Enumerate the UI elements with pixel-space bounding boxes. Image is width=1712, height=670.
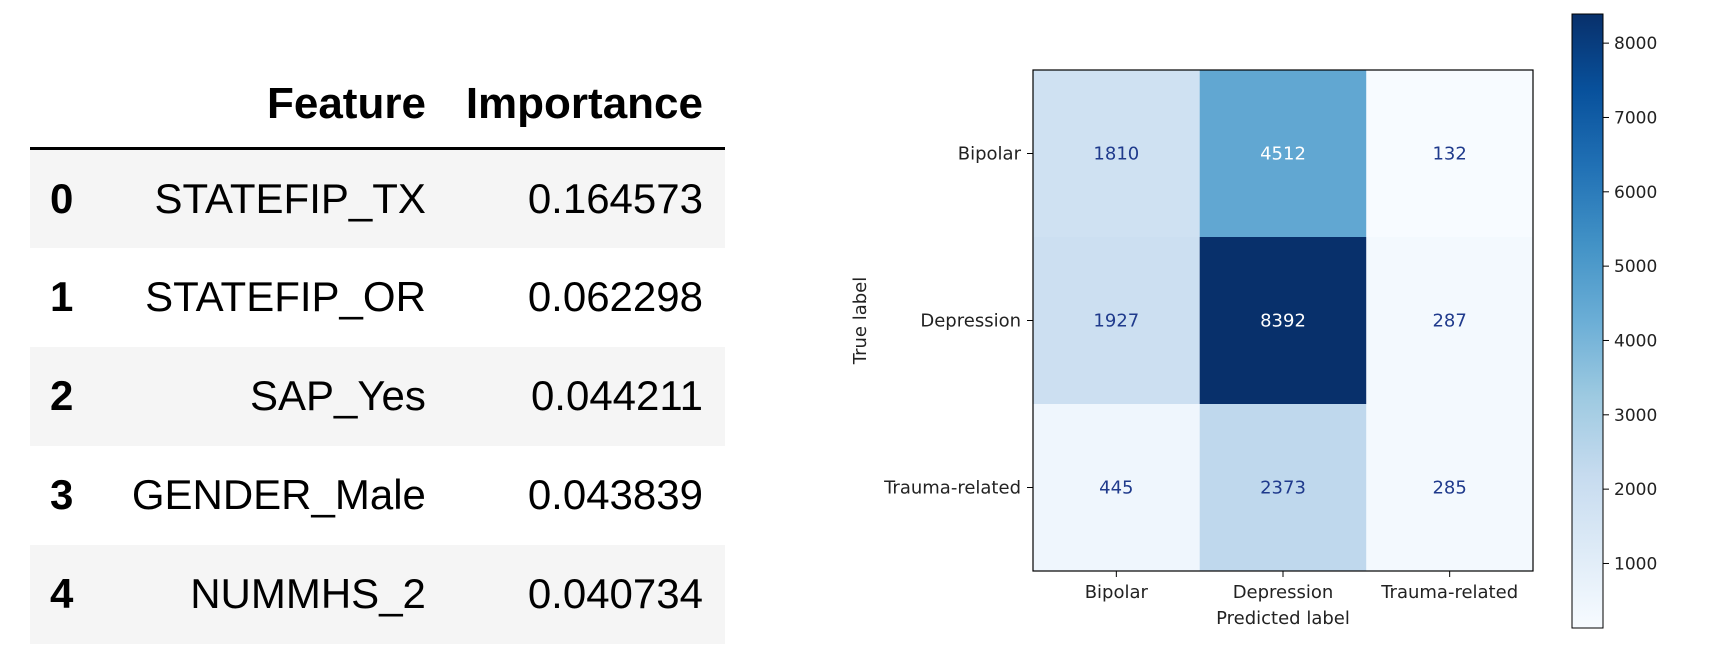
x-tick-label: Trauma-related [1380, 582, 1518, 603]
table-row: 4 NUMMHS_2 0.040734 [30, 544, 725, 644]
colorbar-ticks: 1000 2000 3000 4000 5000 6000 7000 8000 [1603, 34, 1657, 574]
matrix-cell [1033, 70, 1200, 237]
importance-header: Importance [447, 60, 725, 150]
x-axis-label: Predicted label [1216, 608, 1350, 629]
matrix-cell-value: 285 [1432, 478, 1466, 499]
matrix-cell [1033, 237, 1200, 404]
row-index: 0 [50, 174, 74, 222]
colorbar-tick-label: 3000 [1614, 406, 1657, 426]
matrix-cell-value: 1927 [1093, 311, 1139, 332]
y-tick-label: Trauma-related [883, 478, 1021, 499]
colorbar-tick-label: 8000 [1614, 34, 1657, 54]
matrix-cell [1199, 237, 1367, 404]
table-header-row: Feature Importance [30, 60, 725, 150]
row-index: 4 [50, 570, 74, 617]
feature-cell: STATEFIP_TX [154, 174, 426, 222]
feature-importance-table: Feature Importance 0 STATEFIP_TX 0.16457… [30, 60, 725, 644]
colorbar-tick-label: 6000 [1614, 183, 1657, 203]
y-axis-label: True label [850, 277, 871, 366]
matrix-cell-value: 287 [1432, 311, 1466, 332]
importance-cell: 0.044211 [530, 372, 703, 419]
colorbar [1571, 13, 1604, 629]
matrix-cell-value: 2373 [1260, 478, 1306, 499]
colorbar-tick-label: 4000 [1614, 331, 1657, 351]
confusion-matrix-cells: 1810 4512 132 1927 8392 287 445 2373 285 [1033, 70, 1533, 571]
matrix-cell-value: 132 [1432, 144, 1466, 165]
feature-cell: GENDER_Male [131, 471, 426, 518]
table-row: 2 SAP_Yes 0.044211 [30, 346, 725, 446]
importance-cell: 0.062298 [527, 273, 703, 320]
row-index: 1 [50, 273, 74, 320]
table-row: 1 STATEFIP_OR 0.062298 [30, 247, 725, 347]
table-row: 0 STATEFIP_TX 0.164573 [30, 148, 725, 248]
feature-cell: NUMMHS_2 [190, 570, 426, 617]
table-row: 3 GENDER_Male 0.043839 [30, 445, 725, 545]
matrix-cell [1366, 237, 1533, 404]
colorbar-tick-label: 1000 [1614, 554, 1657, 574]
x-tick-label: Depression [1233, 582, 1334, 603]
y-tick-label: Depression [920, 311, 1021, 332]
x-axis-ticks: Bipolar Depression Trauma-related [1085, 571, 1518, 603]
matrix-cell [1366, 404, 1533, 571]
index-header [30, 60, 110, 150]
feature-importance-table-container: Feature Importance 0 STATEFIP_TX 0.16457… [30, 60, 725, 644]
feature-header: Feature [110, 60, 448, 150]
colorbar-tick-label: 2000 [1614, 480, 1657, 500]
matrix-cell-value: 445 [1099, 478, 1133, 499]
feature-cell: SAP_Yes [250, 372, 426, 419]
matrix-cell [1366, 70, 1533, 237]
importance-cell: 0.164573 [527, 174, 703, 222]
row-index: 2 [50, 372, 74, 419]
matrix-cell-value: 4512 [1260, 144, 1306, 165]
matrix-cell [1199, 70, 1367, 237]
importance-cell: 0.043839 [527, 471, 703, 518]
matrix-cell-value: 8392 [1260, 311, 1306, 332]
matrix-cell [1033, 404, 1200, 571]
y-axis-ticks: Bipolar Depression Trauma-related [883, 144, 1033, 499]
matrix-cell [1199, 404, 1367, 571]
row-index: 3 [50, 471, 74, 518]
feature-cell: STATEFIP_OR [145, 273, 426, 320]
y-tick-label: Bipolar [958, 144, 1022, 165]
matrix-cell-value: 1810 [1093, 144, 1139, 165]
colorbar-tick-label: 5000 [1614, 257, 1657, 277]
x-tick-label: Bipolar [1085, 582, 1149, 603]
importance-cell: 0.040734 [527, 570, 703, 617]
colorbar-tick-label: 7000 [1614, 108, 1657, 128]
